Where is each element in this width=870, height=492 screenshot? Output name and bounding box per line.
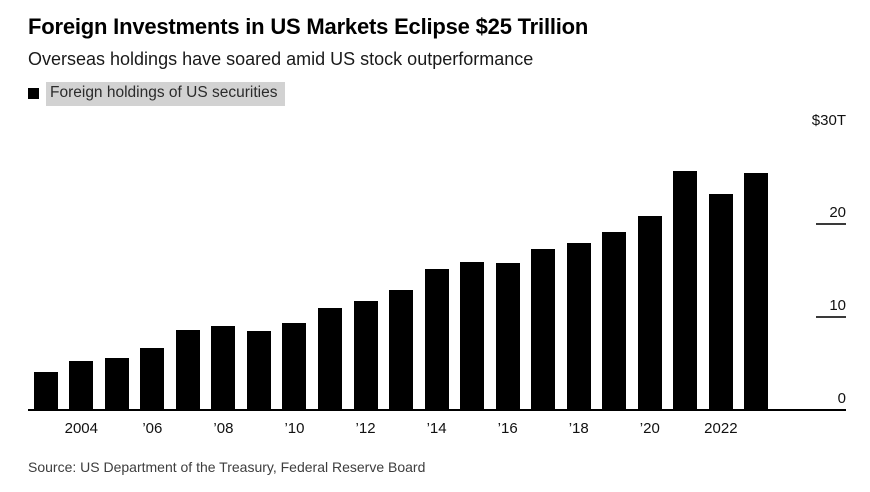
bar-2004 xyxy=(69,361,94,410)
x-tick-empty xyxy=(241,420,277,437)
y-tick-label-0: 0 xyxy=(837,389,846,407)
bar-slot-2019 xyxy=(597,132,633,410)
bar-2011 xyxy=(318,307,343,410)
x-tick-label-2018: ’18 xyxy=(568,419,589,437)
bar-slot-2014 xyxy=(419,132,455,410)
bar-2016 xyxy=(495,263,520,410)
bar-2005 xyxy=(104,357,129,410)
bar-slot-2006 xyxy=(135,132,171,410)
x-tick-empty xyxy=(312,420,348,437)
y-tick-label-10: 10 xyxy=(829,296,846,314)
bar-2010 xyxy=(282,323,307,410)
chart-title: Foreign Investments in US Markets Eclips… xyxy=(28,14,589,39)
bar-slot-2017 xyxy=(525,132,561,410)
bar-slot-2009 xyxy=(241,132,277,410)
bar-2003 xyxy=(33,371,58,410)
bar-2023 xyxy=(744,173,769,410)
x-tick-label-2016: ’16 xyxy=(497,419,518,437)
bar-2021 xyxy=(673,170,698,410)
legend: Foreign holdings of US securities xyxy=(28,82,846,106)
bar-2008 xyxy=(211,326,236,410)
bar-slot-2004 xyxy=(64,132,100,410)
x-axis-line xyxy=(28,409,846,411)
bar-2022 xyxy=(708,193,733,410)
plot-area: $30T 20 10 0 xyxy=(28,113,846,411)
x-tick-label-2022: 2022 xyxy=(704,419,738,437)
legend-swatch-icon xyxy=(28,88,39,100)
x-tick-empty xyxy=(28,420,64,437)
bar-slot-2008 xyxy=(206,132,242,410)
x-tick-empty xyxy=(383,420,419,437)
bar-series xyxy=(28,132,774,410)
bar-2007 xyxy=(175,329,200,410)
source-note: Source: US Department of the Treasury, F… xyxy=(28,458,426,475)
x-tick-empty xyxy=(170,420,206,437)
y-tick-label-30: $30T xyxy=(811,111,846,129)
bar-2009 xyxy=(246,330,271,410)
bar-slot-2023 xyxy=(739,132,775,410)
x-tick-empty xyxy=(668,420,704,437)
bar-slot-2007 xyxy=(170,132,206,410)
bar-2012 xyxy=(353,301,378,410)
bar-slot-2010 xyxy=(277,132,313,410)
y-tick-mark-20 xyxy=(816,223,846,226)
x-tick-label-2004: 2004 xyxy=(64,419,98,437)
bar-slot-2012 xyxy=(348,132,384,410)
y-tick-label-20: 20 xyxy=(829,204,846,222)
bar-2014 xyxy=(424,268,449,410)
bar-slot-2022 xyxy=(703,132,739,410)
legend-label: Foreign holdings of US securities xyxy=(46,82,286,106)
x-tick-label-2010: ’10 xyxy=(284,419,305,437)
bar-2020 xyxy=(637,215,662,410)
x-tick-empty xyxy=(525,420,561,437)
x-tick-label-2012: ’12 xyxy=(355,419,376,437)
x-tick-label-2014: ’14 xyxy=(426,419,447,437)
bar-2006 xyxy=(140,348,165,410)
x-tick-label-2020: ’20 xyxy=(639,419,660,437)
x-tick-empty xyxy=(454,420,490,437)
bar-2018 xyxy=(566,242,591,410)
x-tick-label-2008: ’08 xyxy=(213,419,234,437)
bar-2013 xyxy=(389,290,414,410)
bar-slot-2018 xyxy=(561,132,597,410)
bar-2019 xyxy=(602,231,627,410)
bar-slot-2003 xyxy=(28,132,64,410)
y-tick-mark-10 xyxy=(816,315,846,318)
bar-slot-2020 xyxy=(632,132,668,410)
x-tick-label-2006: ’06 xyxy=(142,419,163,437)
bar-slot-2005 xyxy=(99,132,135,410)
x-axis-labels: 2004 ’06 ’08 ’10 ’12 ’14 ’16 ’18 ’20 2022 xyxy=(28,420,846,437)
bar-slot-2015 xyxy=(454,132,490,410)
chart-subtitle: Overseas holdings have soared amid US st… xyxy=(28,49,534,69)
x-tick-empty xyxy=(99,420,135,437)
x-tick-empty xyxy=(597,420,633,437)
bar-2015 xyxy=(460,262,485,410)
bar-slot-2016 xyxy=(490,132,526,410)
bar-slot-2011 xyxy=(312,132,348,410)
bar-slot-2013 xyxy=(383,132,419,410)
x-tick-empty xyxy=(739,420,775,437)
bar-2017 xyxy=(531,249,556,410)
bar-slot-2021 xyxy=(668,132,704,410)
